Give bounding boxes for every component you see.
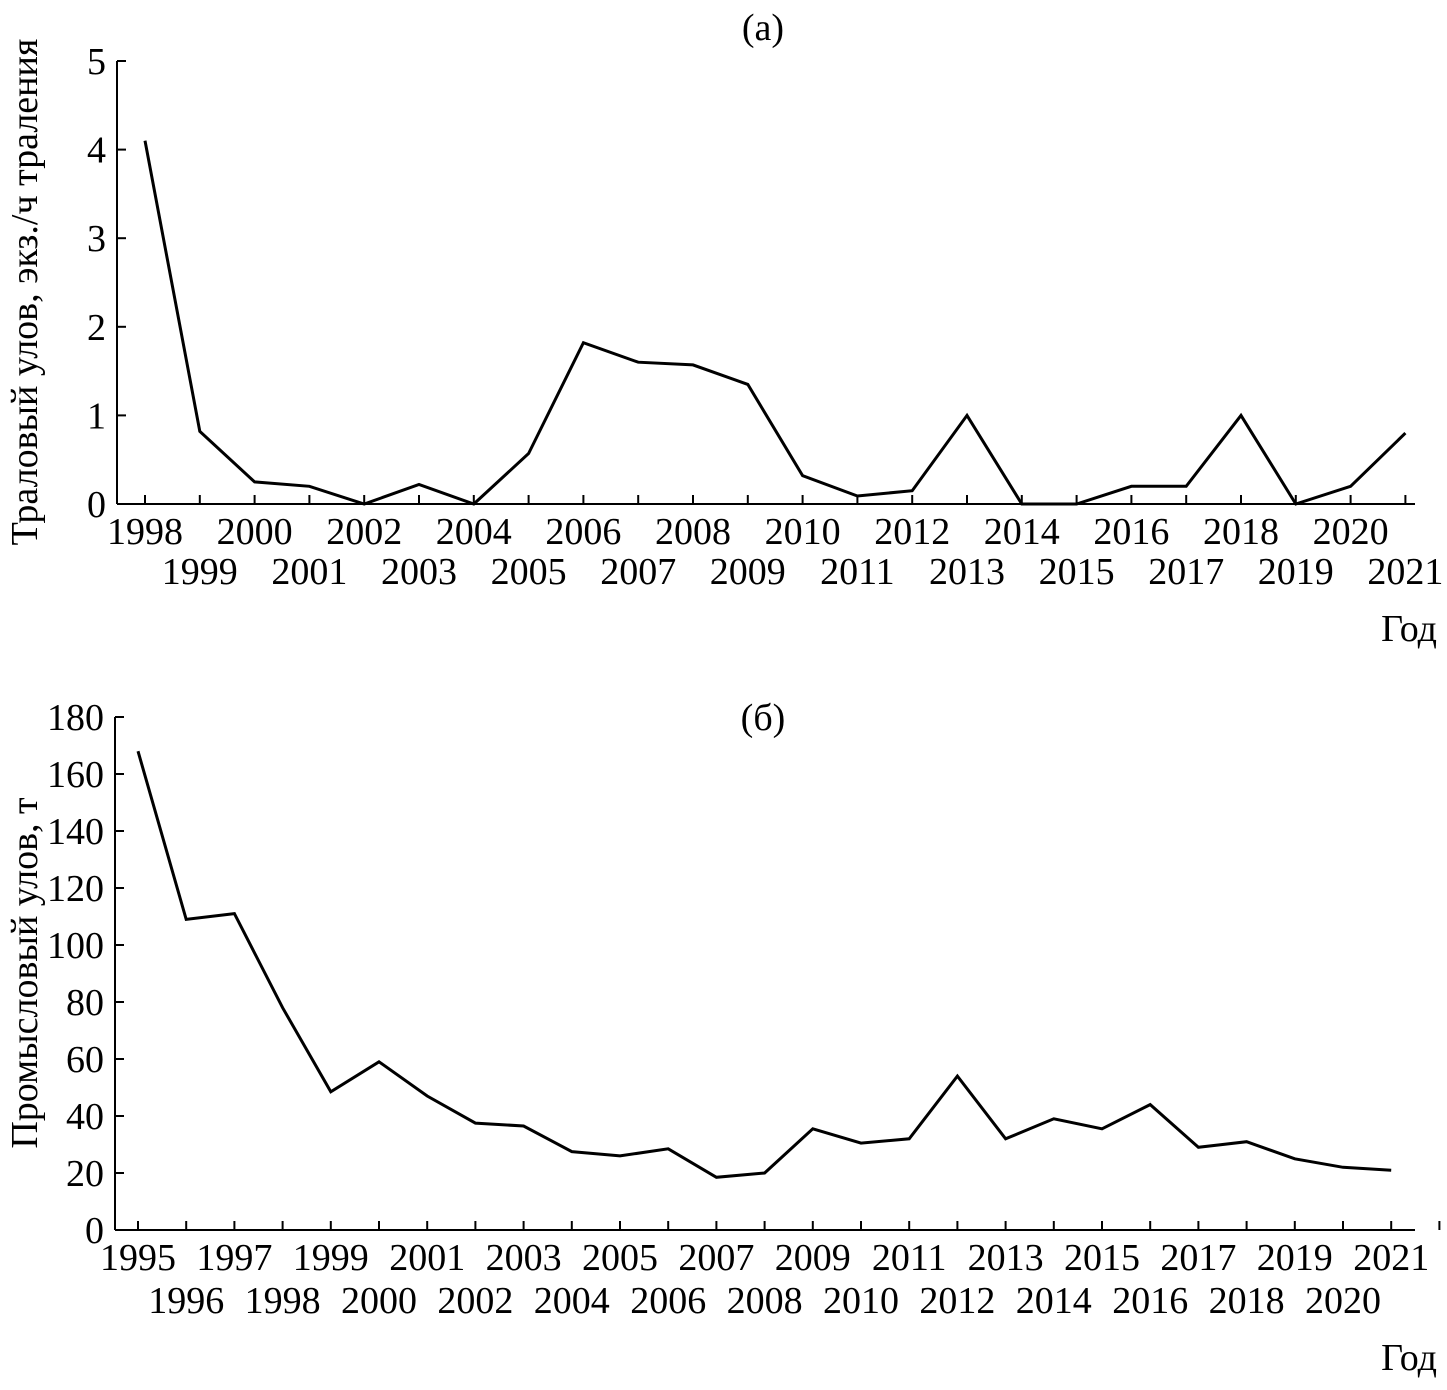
chart-b-x-tick-label: 2002 [437,1280,513,1322]
chart-b-x-tick-label: 2020 [1305,1280,1381,1322]
chart-b-x-tick-label: 2003 [486,1237,562,1279]
chart-b-y-tick-label: 0 [85,1210,104,1252]
chart-b-x-tick-label: 2000 [341,1280,417,1322]
chart-a-x-tick-label: 2001 [271,551,347,593]
chart-b: (б) Промысловый улов, т Год 0 20 40 60 80 100… [4,697,1441,1379]
chart-a-series-line [143,140,1407,506]
chart-a-x-tick-label: 2019 [1258,551,1334,593]
chart-b-x-tick-label: 1999 [293,1237,369,1279]
chart-b-x-tick-label: 2018 [1209,1280,1285,1322]
chart-a-x-tick-label: 2012 [874,511,950,553]
chart-b-x-tick-label: 1997 [196,1237,272,1279]
chart-a-x-tick-label: 2014 [984,511,1060,553]
chart-b-y-tick-label: 100 [47,925,104,967]
chart-b-y-tick-label: 120 [47,868,104,910]
chart-a-x-tick-label: 2018 [1203,511,1279,553]
chart-a-x-tick-label: 2007 [600,551,676,593]
chart-b-x-tick-label: 2009 [775,1237,851,1279]
chart-a-x-tick-label: 2003 [381,551,457,593]
chart-b-x-tick-label: 2007 [678,1237,754,1279]
chart-b-x-tick-label: 2015 [1064,1237,1140,1279]
chart-a-x-tick-label: 2000 [217,511,293,553]
chart-a-x-tick-label: 2002 [326,511,402,553]
chart-b-x-tick-label: 2006 [630,1280,706,1322]
chart-a-x-tick-label: 2010 [765,511,841,553]
chart-b-y-tick-label: 20 [66,1153,104,1195]
chart-b-x-tick-label: 2001 [389,1237,465,1279]
chart-a-x-tick-label: 2004 [436,511,512,553]
chart-b-x-tick-label: 2012 [919,1280,995,1322]
chart-a-y-axis-title: Траловый улов, экз./ч траления [4,39,46,546]
chart-b-x-tick-label: 1998 [245,1280,321,1322]
chart-b-x-tick-label: 2016 [1112,1280,1188,1322]
chart-a-x-tick-label: 1999 [162,551,238,593]
chart-b-x-tick-label: 2014 [1016,1280,1092,1322]
chart-b-x-tick-label: 1995 [100,1237,176,1279]
chart-b-y-tick-label: 40 [66,1096,104,1138]
chart-a-x-tick-label: 2013 [929,551,1005,593]
chart-a-x-tick-label: 1998 [107,511,183,553]
chart-b-x-axis-title: Год [1381,1337,1437,1379]
chart-b-y-axis-title: Промысловый улов, т [4,797,46,1149]
chart-b-x-tick-label: 2005 [582,1237,658,1279]
chart-b-x-tick-label: 2011 [872,1237,947,1279]
chart-b-y-tick-label: 160 [47,754,104,796]
chart-b-x-tick-label: 2004 [534,1280,610,1322]
chart-b-y-tick-label: 80 [66,982,104,1024]
chart-a-title: (а) [742,7,784,49]
chart-a-x-tick-label: 2021 [1367,551,1443,593]
chart-a: (а) Траловый улов, экз./ч траления Год 0… [4,7,1443,650]
chart-b-x-tick-label: 2013 [968,1237,1044,1279]
chart-a-x-tick-label: 2006 [545,511,621,553]
chart-b-x-tick-label: 2008 [727,1280,803,1322]
chart-a-x-axis-title: Год [1381,608,1437,650]
chart-a-x-tick-label: 2009 [710,551,786,593]
chart-a-x-tick-label: 2016 [1093,511,1169,553]
chart-b-title: (б) [741,697,786,739]
chart-a-y-tick-label: 3 [87,218,106,260]
chart-b-y-tick-label: 140 [47,811,104,853]
chart-a-x-tick-label: 2020 [1313,511,1389,553]
chart-a-x-tick-label: 2008 [655,511,731,553]
chart-a-x-tick-label: 2005 [491,551,567,593]
chart-a-x-tick-label: 2017 [1148,551,1224,593]
chart-b-x-tick-label: 1996 [148,1280,224,1322]
chart-a-y-tick-label: 1 [87,395,106,437]
chart-b-series-line [136,750,1392,1179]
chart-a-y-tick-label: 5 [87,41,106,83]
chart-a-x-tick-label: 2015 [1039,551,1115,593]
chart-b-x-tick-label: 2017 [1160,1237,1236,1279]
chart-a-y-tick-label: 2 [87,307,106,349]
chart-b-y-tick-label: 180 [47,697,104,739]
chart-a-y-tick-label: 4 [87,130,106,172]
chart-a-y-tick-label: 0 [87,484,106,526]
chart-b-x-tick-label: 2010 [823,1280,899,1322]
chart-b-x-tick-label: 2021 [1353,1237,1429,1279]
chart-a-x-tick-label: 2011 [820,551,895,593]
chart-b-y-tick-label: 60 [66,1039,104,1081]
chart-b-x-tick-label: 2019 [1257,1237,1333,1279]
